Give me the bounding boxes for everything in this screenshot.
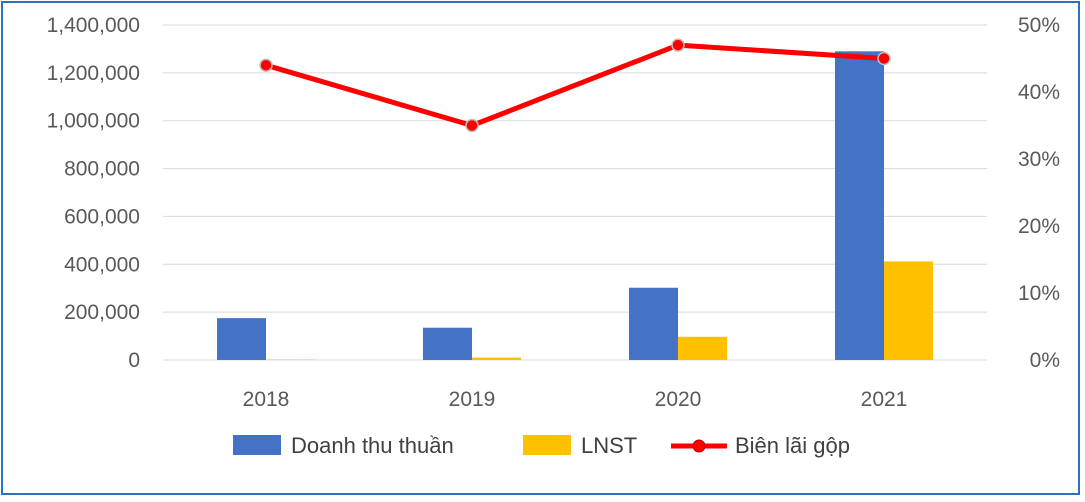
y2-tick-label: 0% (1030, 349, 1060, 372)
y2-tick-label: 40% (1018, 81, 1060, 104)
y2-tick-label: 30% (1018, 148, 1060, 171)
y-axis-right: 0% 10% 20% 30% 40% 50% (1018, 14, 1060, 372)
legend-label-revenue: Doanh thu thuần (291, 433, 454, 458)
bar-revenue (629, 288, 678, 360)
y-tick-label: 400,000 (64, 253, 140, 276)
y2-tick-label: 50% (1018, 14, 1060, 37)
bar-lnst (884, 261, 933, 360)
y2-tick-label: 20% (1018, 215, 1060, 238)
legend-label-margin: Biên lãi gộp (735, 433, 850, 458)
line-series (260, 39, 890, 131)
x-tick-label: 2018 (243, 388, 290, 411)
y-tick-label: 200,000 (64, 301, 140, 324)
legend-swatch-revenue (233, 435, 281, 455)
bar-series (217, 51, 933, 360)
y-tick-label: 1,200,000 (47, 62, 140, 85)
x-tick-label: 2021 (861, 388, 908, 411)
y-tick-label: 1,400,000 (47, 14, 140, 37)
y-tick-label: 0 (128, 349, 140, 372)
bar-lnst (472, 358, 521, 360)
y-tick-label: 800,000 (64, 158, 140, 181)
margin-point (260, 59, 272, 71)
combo-chart: 0 200,000 400,000 600,000 800,000 1,000,000 1,… (3, 3, 1082, 497)
x-tick-label: 2019 (449, 388, 496, 411)
margin-point (466, 120, 478, 132)
margin-point (672, 39, 684, 51)
margin-line (266, 45, 884, 125)
bar-revenue (835, 51, 884, 360)
legend-swatch-margin-marker (693, 440, 705, 452)
x-axis: 2018 2019 2020 2021 (243, 388, 908, 411)
y-tick-label: 1,000,000 (47, 110, 140, 133)
legend-swatch-lnst (523, 435, 571, 455)
y2-tick-label: 10% (1018, 282, 1060, 305)
x-tick-label: 2020 (655, 388, 702, 411)
legend: Doanh thu thuần LNST Biên lãi gộp (233, 433, 850, 458)
legend-label-lnst: LNST (581, 433, 637, 458)
y-axis-left: 0 200,000 400,000 600,000 800,000 1,000,000 1,… (47, 14, 140, 372)
bar-revenue (217, 318, 266, 360)
bar-revenue (423, 328, 472, 360)
y-tick-label: 600,000 (64, 205, 140, 228)
chart-frame: 0 200,000 400,000 600,000 800,000 1,000,000 1,… (1, 1, 1080, 495)
bar-lnst (678, 337, 727, 360)
margin-point (878, 53, 890, 65)
